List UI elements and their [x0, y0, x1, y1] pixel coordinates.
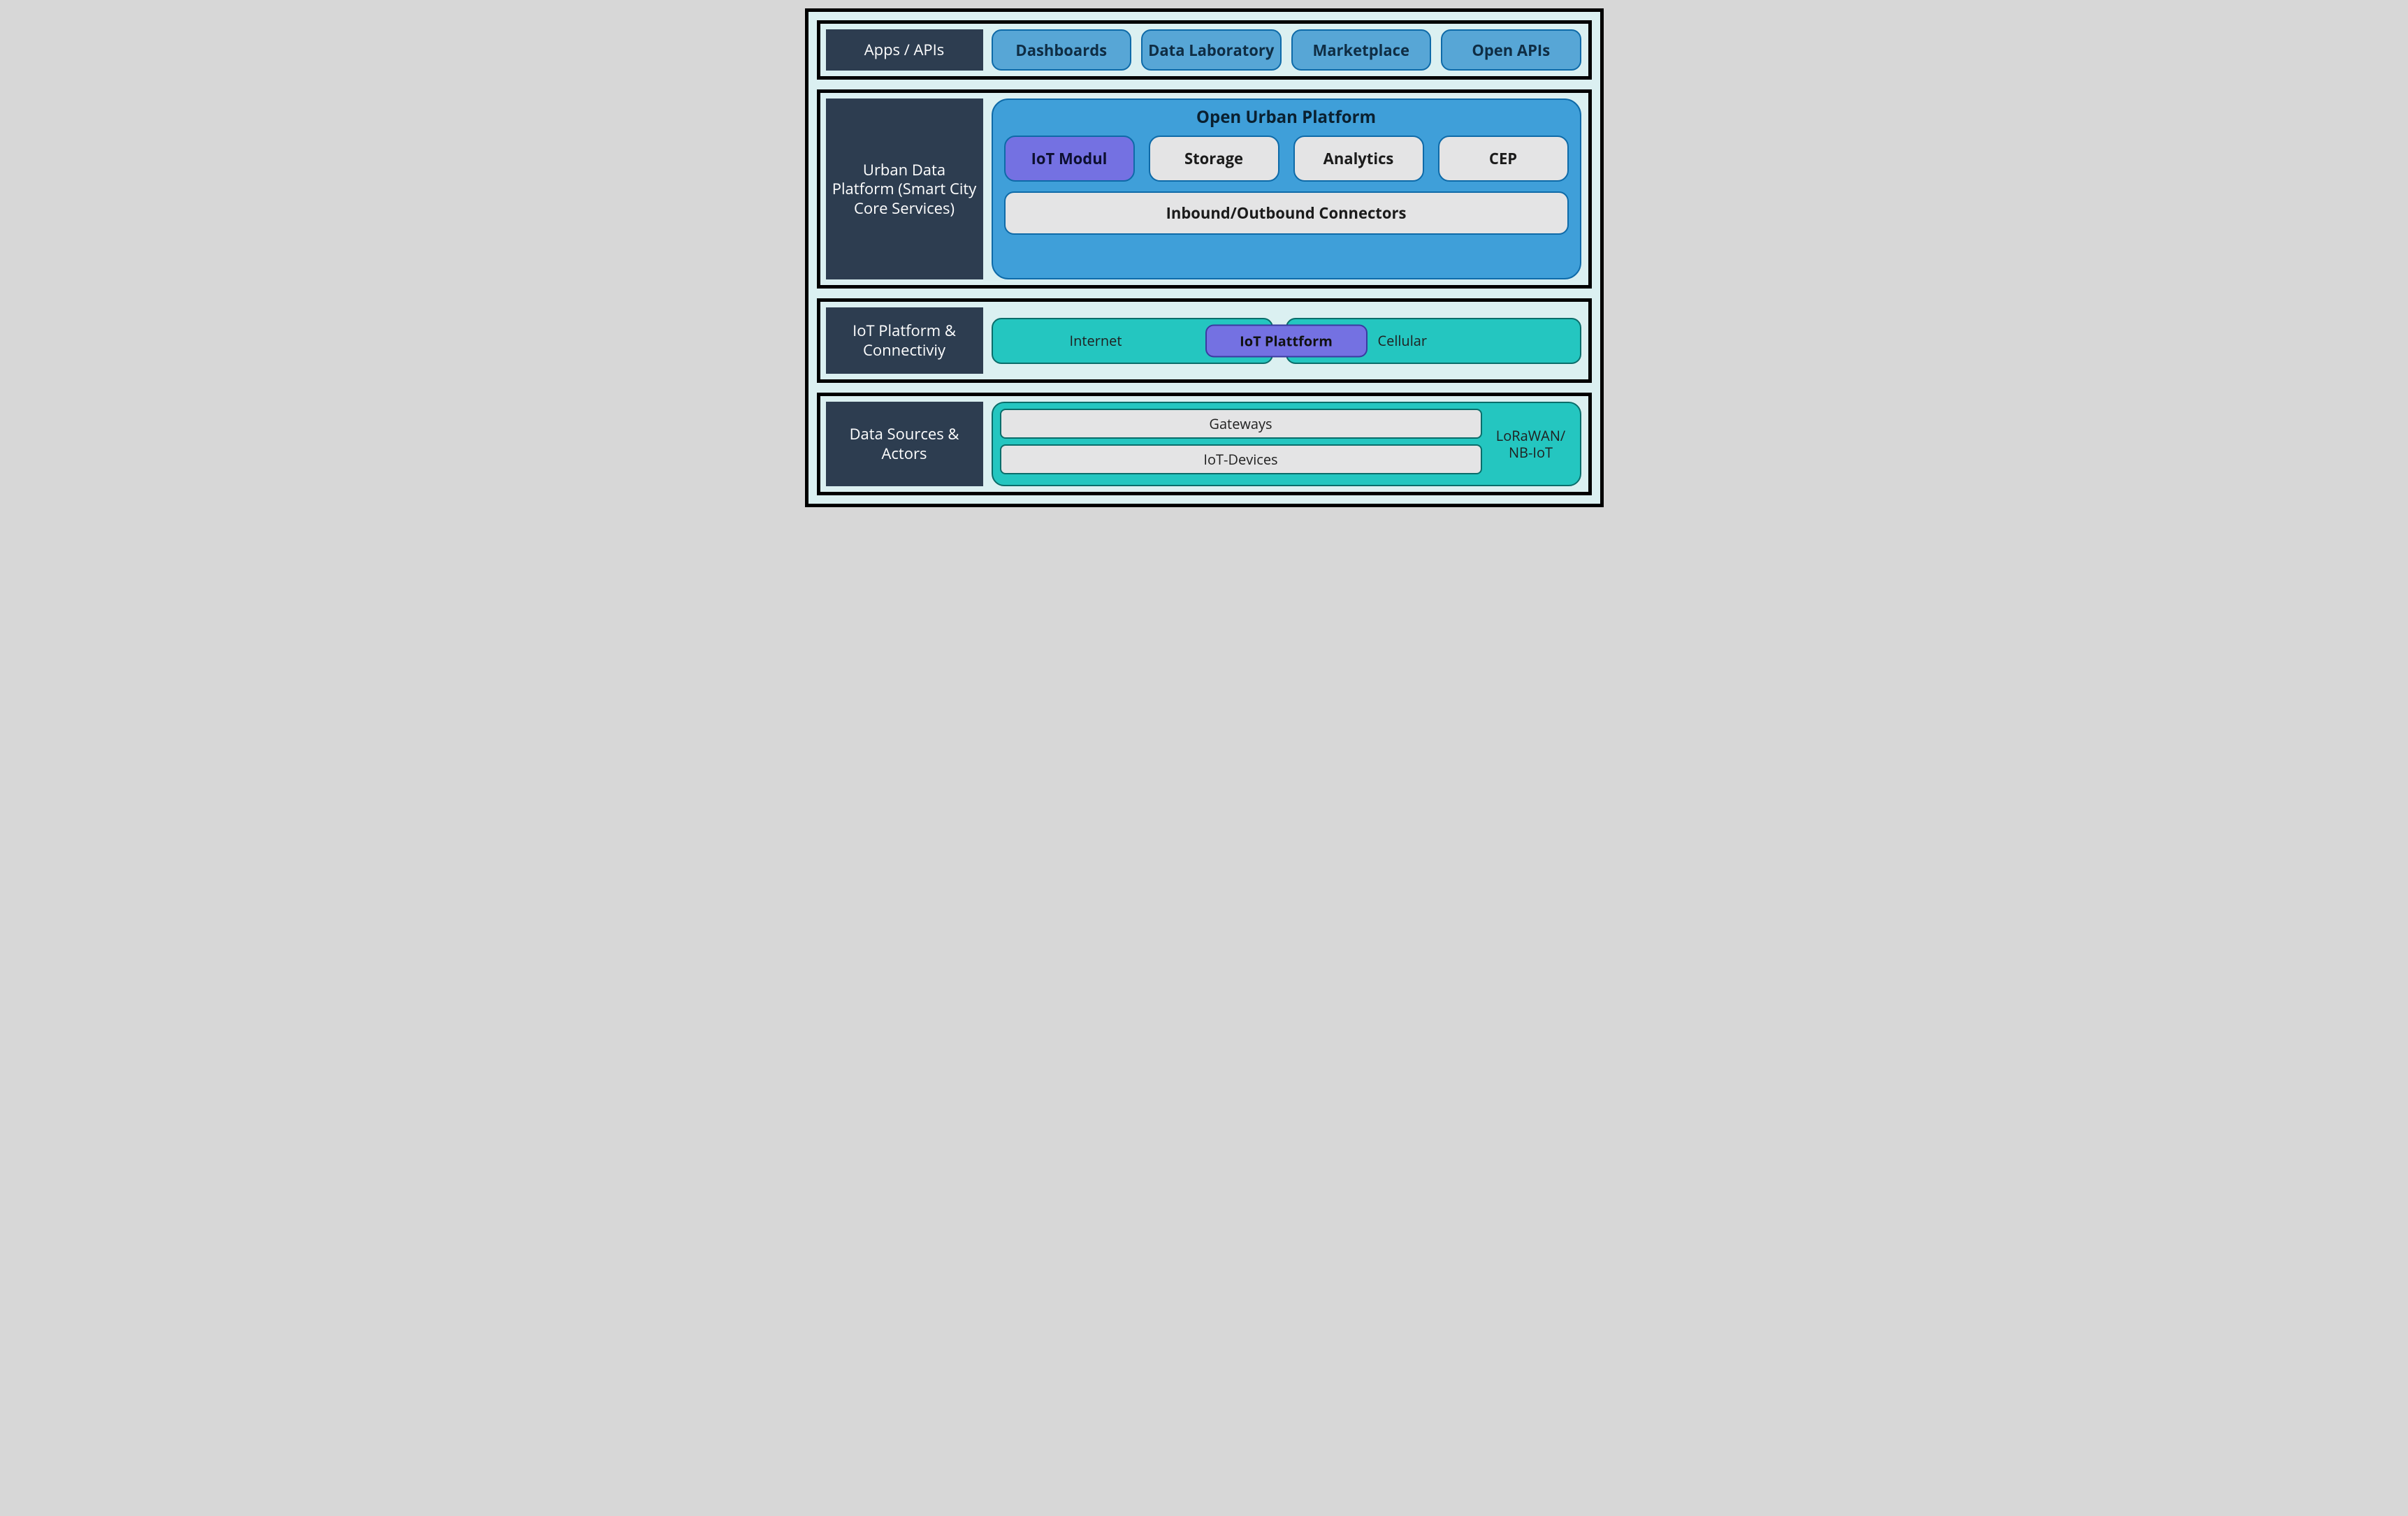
side-label-lorawan: LoRaWAN/ NB-IoT	[1489, 409, 1573, 479]
box-internet-label: Internet	[1070, 331, 1122, 350]
urban-data-platform-body: Open Urban Platform IoT Modul Storage An…	[992, 99, 1581, 279]
row-iot-devices: IoT-Devices	[1000, 444, 1482, 474]
iot-platform-body: Internet Cellular IoT Plattform	[992, 307, 1581, 374]
data-sources-body: Gateways IoT-Devices LoRaWAN/ NB-IoT	[992, 402, 1581, 486]
module-analytics: Analytics	[1293, 136, 1424, 182]
layer-label-iot-platform-connectivity: IoT Platform & Connectiviy	[826, 307, 983, 374]
layer-apps-apis: Apps / APIs Dashboards Data Laboratory M…	[817, 20, 1592, 80]
pill-open-apis: Open APIs	[1441, 29, 1581, 71]
module-connectors: Inbound/Outbound Connectors	[1004, 191, 1569, 235]
pill-marketplace: Marketplace	[1291, 29, 1432, 71]
layer-urban-data-platform: Urban Data Platform (Smart City Core Ser…	[817, 89, 1592, 289]
box-cellular-label: Cellular	[1378, 331, 1428, 350]
module-cep: CEP	[1438, 136, 1569, 182]
layer-label-urban-data-platform: Urban Data Platform (Smart City Core Ser…	[826, 99, 983, 279]
module-iot-modul: IoT Modul	[1004, 136, 1135, 182]
lorawan-container: Gateways IoT-Devices LoRaWAN/ NB-IoT	[992, 402, 1581, 486]
pill-data-laboratory: Data Laboratory	[1141, 29, 1282, 71]
open-urban-platform-container: Open Urban Platform IoT Modul Storage An…	[992, 99, 1581, 279]
layer-label-data-sources-actors: Data Sources & Actors	[826, 402, 983, 486]
row-gateways: Gateways	[1000, 409, 1482, 439]
architecture-diagram: Apps / APIs Dashboards Data Laboratory M…	[805, 8, 1604, 507]
open-urban-platform-modules-row: IoT Modul Storage Analytics CEP	[1004, 136, 1569, 182]
lorawan-stack: Gateways IoT-Devices	[1000, 409, 1482, 479]
module-storage: Storage	[1149, 136, 1279, 182]
apps-apis-body: Dashboards Data Laboratory Marketplace O…	[992, 29, 1581, 71]
overlay-iot-plattform: IoT Plattform	[1205, 324, 1368, 357]
layer-data-sources-actors: Data Sources & Actors Gateways IoT-Devic…	[817, 393, 1592, 495]
layer-label-apps-apis: Apps / APIs	[826, 29, 983, 71]
layer-iot-platform-connectivity: IoT Platform & Connectiviy Internet Cell…	[817, 298, 1592, 383]
pill-dashboards: Dashboards	[992, 29, 1132, 71]
open-urban-platform-title: Open Urban Platform	[1004, 105, 1569, 129]
